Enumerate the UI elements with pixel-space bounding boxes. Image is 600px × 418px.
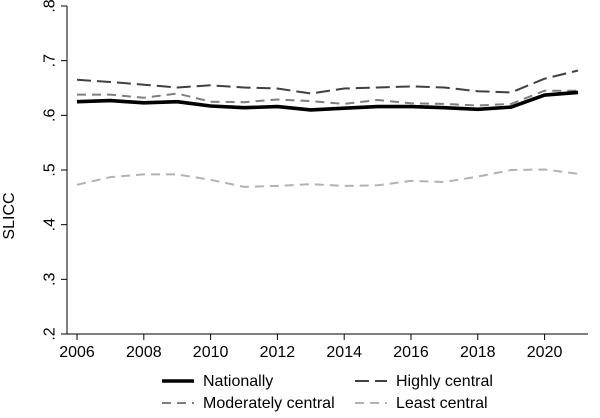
legend-label-highly-central: Highly central bbox=[396, 373, 493, 390]
x-tick-label: 2020 bbox=[527, 344, 563, 361]
y-tick-label: .8 bbox=[42, 0, 59, 13]
series-line-moderately-central bbox=[77, 89, 578, 107]
x-tick-label: 2008 bbox=[126, 344, 162, 361]
x-tick-label: 2006 bbox=[59, 344, 95, 361]
y-tick-label: .6 bbox=[42, 109, 59, 122]
y-axis-label: SLICC bbox=[1, 192, 18, 239]
series-line-highly-central bbox=[76, 69, 579, 95]
y-tick-label: .3 bbox=[42, 273, 59, 286]
y-tick-label: .2 bbox=[42, 327, 59, 340]
x-tick-label: 2016 bbox=[393, 344, 429, 361]
x-tick-label: 2014 bbox=[326, 344, 362, 361]
y-tick-label: .4 bbox=[42, 218, 59, 231]
y-axis-ticks: .2 .3 .4 .5 .6 .7 .8 bbox=[42, 0, 67, 341]
series-line-least-central bbox=[76, 168, 579, 188]
y-tick-label: .5 bbox=[42, 163, 59, 176]
legend-label-moderately-central: Moderately central bbox=[203, 395, 335, 412]
legend-label-nationally: Nationally bbox=[203, 373, 273, 390]
y-tick-label: .7 bbox=[42, 54, 59, 67]
legend-label-least-central: Least central bbox=[396, 395, 488, 412]
x-tick-label: 2010 bbox=[193, 344, 229, 361]
series-lines bbox=[76, 69, 579, 188]
x-axis-ticks: 2006 2008 2010 2012 2014 2016 2018 2020 bbox=[59, 334, 562, 361]
x-tick-label: 2012 bbox=[260, 344, 296, 361]
x-tick-label: 2018 bbox=[460, 344, 496, 361]
legend: Nationally Highly central Moderately centr… bbox=[162, 373, 493, 412]
plot-region: .2.3.4.5.6.7.8 2006 2008 2010 2012 2014 2016 2… bbox=[42, 0, 588, 361]
series-line-nationally bbox=[76, 90, 579, 112]
